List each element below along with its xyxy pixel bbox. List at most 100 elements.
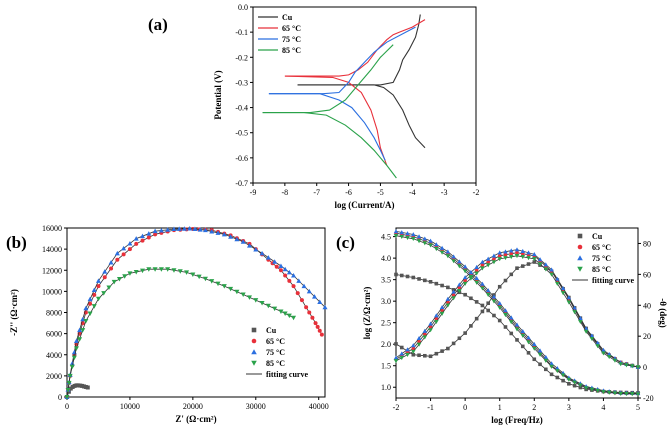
phase-point bbox=[509, 272, 514, 277]
phase-point bbox=[509, 251, 514, 256]
modulus-point bbox=[503, 312, 508, 318]
modulus-point bbox=[537, 352, 543, 357]
data-point bbox=[91, 304, 97, 309]
data-point bbox=[322, 304, 328, 310]
phase-point bbox=[446, 346, 450, 351]
data-point bbox=[282, 266, 288, 272]
data-point bbox=[73, 346, 79, 351]
modulus-point bbox=[526, 340, 531, 345]
phase-point bbox=[451, 293, 456, 297]
phase-point bbox=[399, 345, 404, 350]
phase-point bbox=[457, 289, 462, 294]
data-point bbox=[140, 238, 145, 243]
x-tick-label-a: -3 bbox=[441, 188, 448, 197]
data-point bbox=[77, 327, 83, 333]
legend-label-a: Cu bbox=[282, 13, 293, 22]
data-point bbox=[83, 305, 89, 311]
modulus-point bbox=[549, 372, 554, 377]
data-point bbox=[80, 328, 86, 333]
modulus-point bbox=[428, 279, 433, 284]
phase-point bbox=[624, 363, 629, 368]
phase-point bbox=[606, 354, 612, 360]
y-axis-label-b: -Z'' (Ω·cm²) bbox=[9, 289, 19, 336]
phase-point bbox=[555, 281, 560, 286]
data-point bbox=[133, 236, 139, 241]
y-tick-label-b: 8000 bbox=[46, 309, 62, 318]
phase-point bbox=[492, 257, 496, 261]
data-point bbox=[69, 361, 75, 366]
modulus-point bbox=[589, 387, 595, 392]
data-point bbox=[177, 269, 183, 274]
panel-label-c: (c) bbox=[336, 233, 355, 252]
phase-point bbox=[578, 315, 583, 320]
data-point bbox=[102, 275, 107, 280]
modulus-point bbox=[531, 341, 537, 347]
phase-point bbox=[612, 358, 618, 363]
data-point bbox=[312, 294, 318, 299]
legend-swatch-c bbox=[577, 233, 583, 239]
plot-frame-a bbox=[252, 6, 477, 184]
data-point bbox=[287, 278, 292, 283]
modulus-point bbox=[463, 292, 467, 297]
phase-point bbox=[595, 340, 600, 345]
x-tick-label-b: 20000 bbox=[183, 402, 203, 411]
modulus-point bbox=[434, 281, 439, 286]
legend-label-c: fitting curve bbox=[592, 276, 634, 285]
data-point bbox=[228, 286, 234, 292]
modulus-point bbox=[416, 234, 422, 239]
phase-point bbox=[417, 339, 421, 344]
modulus-point bbox=[595, 388, 600, 393]
data-point bbox=[152, 267, 158, 272]
modulus-point bbox=[480, 281, 485, 286]
modulus-point bbox=[480, 286, 485, 291]
data-point bbox=[240, 292, 246, 298]
data-point bbox=[146, 231, 152, 236]
phase-point bbox=[411, 352, 416, 357]
phase-point bbox=[445, 296, 451, 301]
x-tick-label-c: 4 bbox=[601, 403, 605, 412]
phase-point bbox=[635, 365, 641, 370]
phase-point bbox=[566, 300, 572, 305]
phase-point bbox=[451, 341, 456, 346]
phase-point bbox=[520, 255, 526, 260]
phase-point bbox=[428, 354, 433, 359]
phase-point bbox=[485, 256, 491, 261]
data-point bbox=[272, 259, 278, 264]
data-point bbox=[317, 328, 322, 333]
modulus-point bbox=[629, 392, 635, 397]
y-tick-label-b: 14000 bbox=[42, 245, 62, 254]
phase-point bbox=[589, 336, 595, 342]
x-axis-label-a: log (Current/A) bbox=[334, 200, 394, 210]
x-tick-label-a: -7 bbox=[313, 188, 320, 197]
modulus-point bbox=[440, 283, 444, 288]
modulus-point bbox=[445, 254, 451, 259]
legend-swatch-b bbox=[251, 327, 257, 333]
data-point bbox=[197, 227, 203, 232]
phase-point bbox=[601, 347, 606, 352]
data-point bbox=[291, 315, 297, 321]
modulus-point bbox=[393, 229, 399, 234]
phase-point bbox=[434, 313, 439, 318]
modulus-point bbox=[612, 391, 618, 396]
plot-frame-c bbox=[395, 227, 639, 399]
phase-point bbox=[503, 256, 508, 261]
modulus-point bbox=[480, 303, 485, 308]
phase-point bbox=[422, 328, 428, 333]
data-point bbox=[106, 285, 112, 291]
modulus-point bbox=[572, 380, 577, 385]
phase-point bbox=[480, 309, 485, 314]
panel-label-a: (a) bbox=[148, 15, 168, 34]
phase-point bbox=[451, 289, 456, 294]
chart-panel-a: -9 -8 -7 -6 -5 -4 -3 -2 0.0 -0.1 -0.2 -0.3 -0.4 -0.5 -… bbox=[213, 3, 479, 210]
data-point bbox=[295, 291, 300, 296]
modulus-point bbox=[520, 344, 525, 349]
data-point bbox=[67, 373, 73, 379]
modulus-point bbox=[405, 235, 410, 241]
y-tick-label-a: -0.2 bbox=[235, 53, 248, 62]
modulus-point bbox=[399, 230, 405, 235]
modulus-point bbox=[486, 308, 490, 313]
data-point bbox=[317, 299, 323, 304]
data-point bbox=[190, 272, 196, 277]
phase-point bbox=[543, 262, 549, 267]
data-point bbox=[278, 309, 284, 314]
